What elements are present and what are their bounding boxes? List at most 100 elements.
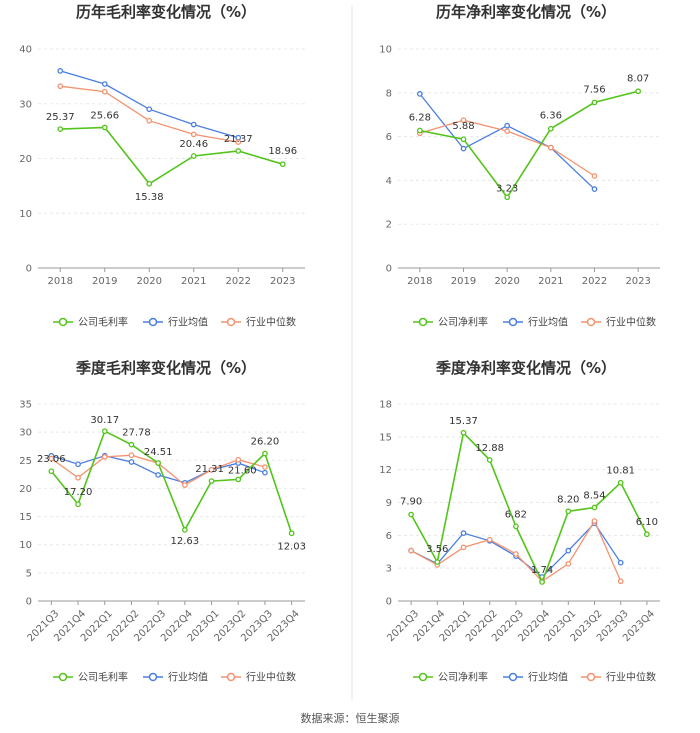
median-data-point xyxy=(182,482,188,488)
x-tick-label: 2018 xyxy=(407,276,432,287)
median-data-point xyxy=(460,117,467,124)
avg-data-point xyxy=(146,106,153,113)
avg-series-line xyxy=(419,93,595,190)
legend-label: 行业均值 xyxy=(168,671,208,684)
legend-item-company: 公司净利率 xyxy=(413,671,488,684)
avg-data-point xyxy=(262,469,268,476)
company-series-line xyxy=(60,126,284,185)
data-label: 5.88 xyxy=(452,121,474,132)
data-label: 8.07 xyxy=(627,73,649,84)
chart-panel-1: 历年毛利率变化情况（%） 0 10 20 30 40 2018 2019 2020 2021 202… xyxy=(19,3,305,329)
median-data-point xyxy=(101,454,108,460)
legend-marker-icon xyxy=(148,317,158,327)
legend-marker-icon xyxy=(226,317,236,327)
company-data-point xyxy=(146,180,153,187)
chart-panel-4: 季度净利率变化情况（%）03691215182021Q32021Q42022Q1… xyxy=(379,359,660,684)
median-data-point xyxy=(146,117,153,124)
y-tick-label: 30 xyxy=(19,99,32,110)
y-tick-label: 12 xyxy=(379,465,392,476)
y-tick-label: 15 xyxy=(19,512,32,523)
legend-label: 行业均值 xyxy=(528,316,568,329)
data-label: 21.60 xyxy=(228,465,257,476)
company-data-point xyxy=(288,530,295,537)
legend-marker-icon xyxy=(418,672,428,682)
y-tick-label: 15 xyxy=(379,432,392,443)
median-data-point xyxy=(504,128,511,134)
x-tick-label: 2020 xyxy=(494,276,519,287)
median-data-point xyxy=(591,173,598,179)
avg-data-point xyxy=(416,91,423,97)
median-data-point xyxy=(235,139,242,145)
company-data-point xyxy=(460,429,467,436)
y-tick-label: 0 xyxy=(26,264,32,275)
y-tick-label: 2 xyxy=(386,220,392,231)
avg-data-point xyxy=(128,459,135,465)
legend-label: 公司净利率 xyxy=(438,671,488,684)
avg-data-point xyxy=(57,68,64,74)
median-data-point xyxy=(128,452,135,459)
data-label: 23.06 xyxy=(37,454,66,465)
legend-item-median: 行业中位数 xyxy=(581,316,656,329)
legend-item-median: 行业中位数 xyxy=(221,671,296,684)
y-tick-label: 20 xyxy=(19,484,32,495)
legend-marker-icon xyxy=(148,672,158,682)
avg-data-point xyxy=(565,547,572,554)
x-tick-label: 2023 xyxy=(625,276,650,287)
legend-marker-icon xyxy=(586,672,596,682)
legend-label: 公司毛利率 xyxy=(78,316,128,329)
x-tick-label: 2023 xyxy=(270,276,295,287)
legend-item-median: 行业中位数 xyxy=(581,671,656,684)
median-data-point xyxy=(513,551,519,557)
data-label: 17.20 xyxy=(64,487,93,498)
data-label: 18.96 xyxy=(268,146,297,157)
y-tick-label: 9 xyxy=(386,498,392,509)
company-data-point xyxy=(565,508,572,515)
legend-item-company: 公司毛利率 xyxy=(53,316,128,329)
legend-label: 行业中位数 xyxy=(246,671,296,684)
y-tick-label: 40 xyxy=(19,45,32,56)
company-data-point xyxy=(235,476,242,483)
company-data-point xyxy=(644,531,650,538)
y-tick-label: 0 xyxy=(386,597,392,608)
legend-label: 公司净利率 xyxy=(438,316,488,329)
median-data-point xyxy=(57,83,64,90)
company-data-point xyxy=(101,124,108,131)
legend-item-median: 行业中位数 xyxy=(221,316,296,329)
data-label: 6.10 xyxy=(636,517,658,528)
company-data-point xyxy=(486,457,493,463)
company-data-point xyxy=(208,478,215,484)
legend-label: 行业均值 xyxy=(168,316,208,329)
chart-title: 季度净利率变化情况（%） xyxy=(436,359,616,377)
x-tick-label: 2021 xyxy=(181,276,206,287)
company-data-point xyxy=(57,126,64,132)
y-tick-label: 10 xyxy=(19,209,32,220)
company-data-point xyxy=(460,136,467,143)
data-label: 15.38 xyxy=(135,192,164,203)
median-series-line xyxy=(60,85,239,143)
legend-item-avg: 行业均值 xyxy=(503,671,568,684)
legend-marker-icon xyxy=(586,317,596,327)
data-label: 3.23 xyxy=(496,183,518,194)
avg-data-point xyxy=(155,472,161,478)
y-tick-label: 3 xyxy=(386,564,392,575)
y-tick-label: 10 xyxy=(379,45,392,56)
company-data-point xyxy=(547,125,554,132)
company-data-point xyxy=(155,460,161,466)
legend-label: 公司毛利率 xyxy=(78,671,128,684)
company-series-line xyxy=(410,431,648,585)
legend-marker-icon xyxy=(508,672,518,682)
median-data-point xyxy=(208,467,215,473)
data-label: 6.82 xyxy=(505,509,527,520)
company-data-point xyxy=(635,88,642,95)
data-source-note: 数据来源：恒生聚源 xyxy=(300,712,400,725)
data-label: 8.54 xyxy=(583,491,605,502)
data-label: 3.56 xyxy=(426,544,448,555)
legend-item-avg: 行业均值 xyxy=(143,316,208,329)
median-data-point xyxy=(190,131,197,138)
legend-label: 行业中位数 xyxy=(606,316,656,329)
company-data-point xyxy=(128,441,135,448)
company-data-point xyxy=(539,579,545,585)
company-data-point xyxy=(235,148,242,154)
x-tick-label: 2020 xyxy=(137,276,162,287)
median-data-point xyxy=(565,560,572,567)
